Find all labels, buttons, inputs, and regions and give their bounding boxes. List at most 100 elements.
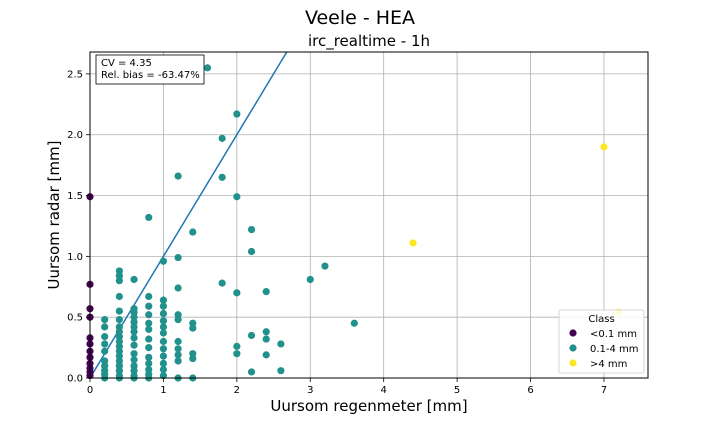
y-tick-label: 2.5	[67, 69, 83, 80]
data-point-mid	[262, 351, 270, 359]
data-point-mid	[145, 359, 153, 368]
data-point-mid	[130, 350, 138, 358]
data-point-mid	[101, 323, 109, 331]
legend-label: >4 mm	[590, 359, 627, 370]
data-point-mid	[101, 347, 109, 355]
data-point-mid	[145, 292, 153, 301]
data-point-mid	[145, 325, 153, 333]
data-point-mid	[233, 342, 241, 350]
legend-box	[558, 309, 645, 374]
data-point-mid	[115, 307, 123, 315]
data-point-mid	[174, 316, 182, 324]
one-to-one-line	[90, 52, 288, 378]
data-point-mid	[321, 262, 329, 270]
data-point-mid	[145, 213, 153, 222]
data-point-gt4	[409, 239, 417, 247]
x-tick-label: 7	[601, 385, 607, 396]
data-point-mid	[350, 319, 358, 327]
data-point-mid	[145, 353, 153, 361]
data-point-mid	[218, 279, 226, 287]
data-point-mid	[159, 257, 168, 265]
data-point-mid	[159, 296, 168, 304]
legend-marker	[569, 344, 577, 352]
data-point-mid	[218, 134, 226, 142]
y-tick-label: 1.0	[67, 252, 83, 263]
data-point-mid	[159, 329, 168, 337]
y-tick-label: 1.5	[67, 191, 83, 202]
y-axis-label: Uursom radar [mm]	[45, 141, 63, 290]
data-point-mid	[233, 110, 241, 118]
data-point-mid	[174, 357, 182, 365]
data-point-mid	[306, 275, 314, 284]
data-point-mid	[262, 328, 270, 336]
legend-label: 0.1-4 mm	[590, 344, 639, 355]
data-point-mid	[115, 292, 123, 301]
data-point-mid	[101, 333, 109, 341]
x-tick-label: 4	[380, 385, 386, 396]
data-point-mid	[130, 356, 138, 364]
data-point-mid	[247, 247, 256, 256]
data-point-mid	[277, 367, 285, 375]
data-point-mid	[115, 277, 123, 285]
data-point-mid	[203, 64, 212, 72]
chart-title: irc_realtime - 1h	[308, 32, 430, 51]
x-tick-label: 5	[454, 385, 460, 396]
y-tick-label: 0.5	[67, 313, 83, 324]
legend-label: <0.1 mm	[590, 329, 637, 340]
data-point-mid	[130, 328, 138, 336]
data-point-mid	[218, 173, 226, 181]
data-point-mid	[145, 343, 153, 352]
data-point-mid	[233, 350, 241, 358]
data-point-mid	[159, 365, 168, 374]
legend-marker	[569, 359, 577, 367]
chart-suptitle: Veele - HEA	[305, 7, 415, 29]
x-tick-label: 1	[160, 385, 166, 396]
data-point-gt4	[600, 143, 608, 151]
stats-cv: CV = 4.35	[101, 58, 152, 69]
data-point-mid	[159, 337, 168, 346]
data-point-mid	[130, 275, 138, 284]
data-point-mid	[247, 368, 256, 376]
axes-frame	[89, 51, 649, 379]
data-point-mid	[159, 359, 168, 368]
data-point-mid	[130, 334, 138, 342]
x-tick-label: 2	[234, 385, 240, 396]
data-point-mid	[159, 352, 168, 360]
data-point-mid	[159, 323, 168, 331]
x-tick-label: 0	[87, 385, 93, 396]
data-point-mid	[159, 309, 168, 318]
data-point-mid	[101, 340, 109, 348]
data-point-mid	[145, 302, 153, 310]
data-point-mid	[233, 193, 241, 201]
data-point-mid	[130, 341, 138, 349]
x-tick-label: 6	[527, 385, 533, 396]
data-point-mid	[174, 337, 182, 346]
data-point-mid	[159, 345, 168, 353]
plot-area	[90, 52, 288, 378]
data-point-mid	[277, 340, 285, 348]
data-point-mid	[247, 225, 256, 234]
legend-marker	[569, 329, 577, 337]
data-point-mid	[233, 289, 241, 297]
stats-box	[95, 54, 205, 85]
data-point-mid	[174, 172, 182, 180]
data-point-mid	[174, 345, 182, 353]
data-point-mid	[247, 331, 256, 340]
data-point-mid	[145, 319, 153, 327]
data-point-mid	[262, 335, 270, 343]
stats-bias: Rel. bias = -63.47%	[101, 70, 200, 81]
x-tick-label: 3	[307, 385, 313, 396]
data-point-mid	[145, 335, 153, 343]
data-point-mid	[101, 316, 109, 324]
legend-title: Class	[588, 314, 614, 325]
data-point-mid	[262, 288, 270, 296]
x-axis-label: Uursom regenmeter [mm]	[270, 397, 467, 415]
data-point-mid	[189, 324, 197, 332]
data-point-mid	[189, 228, 197, 236]
data-point-mid	[159, 302, 168, 310]
y-tick-label: 0.0	[67, 374, 83, 385]
data-point-mid	[159, 371, 168, 380]
data-point-mid	[159, 317, 168, 325]
